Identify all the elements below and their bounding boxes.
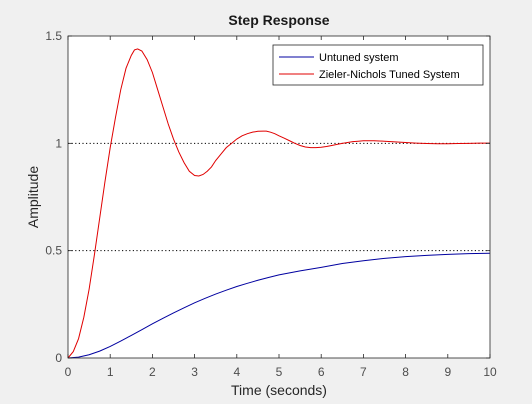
series-layer — [67, 48, 491, 359]
y-tick-label: 1.5 — [45, 29, 62, 43]
x-tick-label: 4 — [233, 365, 240, 379]
x-tick-label: 0 — [65, 365, 72, 379]
legend-label-untuned: Untuned system — [319, 52, 398, 64]
x-tick-label: 8 — [402, 365, 409, 379]
legend[interactable]: Untuned system Zieler-Nichols Tuned Syst… — [272, 44, 484, 86]
chart-title: Step Response — [228, 12, 329, 28]
series-line-tuned — [67, 48, 490, 359]
y-axis-ticks: 0 0.5 1 1.5 — [45, 29, 490, 365]
x-tick-label: 10 — [483, 365, 497, 379]
x-axis-label: Time (seconds) — [231, 382, 327, 398]
x-tick-label: 5 — [276, 365, 283, 379]
x-axis-ticks: 0 1 2 3 4 5 6 7 8 9 10 — [65, 36, 497, 379]
x-tick-label: 3 — [191, 365, 198, 379]
x-tick-label: 2 — [149, 365, 156, 379]
y-tick-label: 0 — [55, 351, 62, 365]
legend-box — [272, 44, 484, 86]
x-tick-label: 6 — [318, 365, 325, 379]
y-axis-label: Amplitude — [25, 166, 41, 228]
x-tick-label: 9 — [444, 365, 451, 379]
y-tick-label: 0.5 — [45, 244, 62, 258]
legend-label-tuned: Zieler-Nichols Tuned System — [319, 69, 460, 81]
series-line-untuned — [67, 252, 491, 359]
x-tick-label: 1 — [107, 365, 114, 379]
axes-background — [68, 36, 490, 358]
y-tick-label: 1 — [55, 136, 62, 150]
x-tick-label: 7 — [360, 365, 367, 379]
